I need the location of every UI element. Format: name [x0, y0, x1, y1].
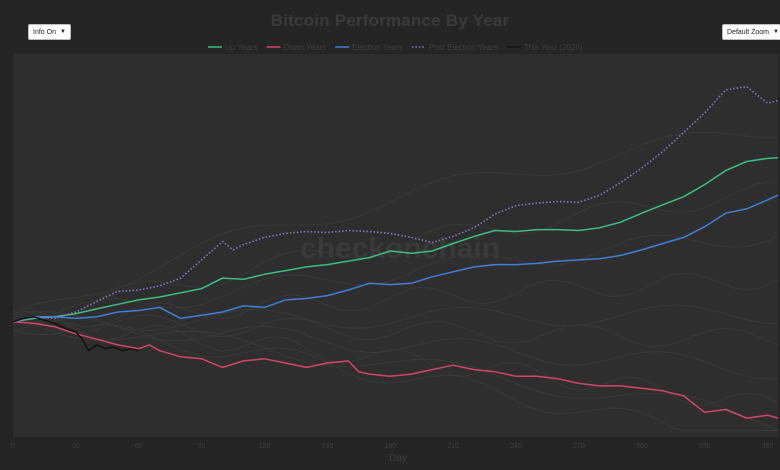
zoom-select-label: Default Zoom — [727, 28, 770, 36]
history-line — [12, 317, 779, 431]
series-line-election-years — [12, 194, 779, 323]
legend-item[interactable]: Post Election Years — [411, 43, 498, 52]
plot-area — [13, 54, 778, 437]
history-line — [12, 234, 779, 333]
zoom-select[interactable]: Default Zoom ▼ — [722, 24, 780, 40]
legend-label: Down Years — [283, 43, 326, 52]
x-tick-label: 0 — [11, 443, 15, 450]
x-tick-label: 360 — [762, 443, 774, 450]
x-axis-title: Day — [389, 453, 407, 464]
legend-label: This Year (2026) — [524, 43, 583, 52]
history-line — [12, 181, 779, 324]
chart-title: Bitcoin Performance By Year — [270, 11, 510, 30]
history-line — [12, 314, 779, 406]
info-select-label: Info On — [33, 28, 56, 36]
chevron-down-icon: ▼ — [60, 29, 66, 35]
legend-item[interactable]: Up Years — [208, 43, 257, 52]
watermark: checkonchain — [300, 232, 500, 265]
x-tick-label: 300 — [636, 443, 648, 450]
legend-item[interactable]: Down Years — [266, 43, 326, 52]
legend-label: Election Years — [352, 43, 403, 52]
series-line-post-election-years — [12, 85, 779, 323]
x-tick-label: 30 — [72, 443, 80, 450]
history-line — [12, 314, 779, 380]
info-toggle-select[interactable]: Info On ▼ — [28, 24, 71, 40]
x-tick-label: 90 — [198, 443, 206, 450]
x-tick-label: 270 — [573, 443, 585, 450]
legend-label: Up Years — [225, 43, 257, 52]
history-line — [12, 312, 779, 347]
legend-label: Post Election Years — [429, 43, 498, 52]
history-line — [12, 272, 779, 328]
legend-item[interactable]: Election Years — [335, 43, 403, 52]
x-tick-label: 150 — [322, 443, 334, 450]
series-line-up-years — [12, 156, 779, 323]
x-tick-label: 210 — [447, 443, 459, 450]
x-tick-label: 60 — [135, 443, 143, 450]
x-tick-label: 120 — [259, 443, 271, 450]
legend[interactable]: Up Years Down Years Election Years Post Ele… — [208, 43, 583, 52]
history-line — [12, 131, 778, 313]
x-axis: 0 30 60 90 120 150 180 210 240 270 300 330 360 — [11, 443, 773, 450]
x-tick-label: 330 — [699, 443, 711, 450]
history-line — [12, 304, 779, 332]
historical-years-layer — [12, 131, 779, 431]
series-line-down-years — [12, 320, 779, 419]
x-tick-label: 240 — [510, 443, 522, 450]
legend-item[interactable]: This Year (2026) — [506, 43, 583, 52]
series-layer — [12, 85, 779, 419]
x-tick-label: 180 — [384, 443, 396, 450]
chevron-down-icon: ▼ — [773, 29, 779, 35]
history-line — [12, 323, 778, 431]
series-line-this-year-2026 — [12, 316, 139, 352]
